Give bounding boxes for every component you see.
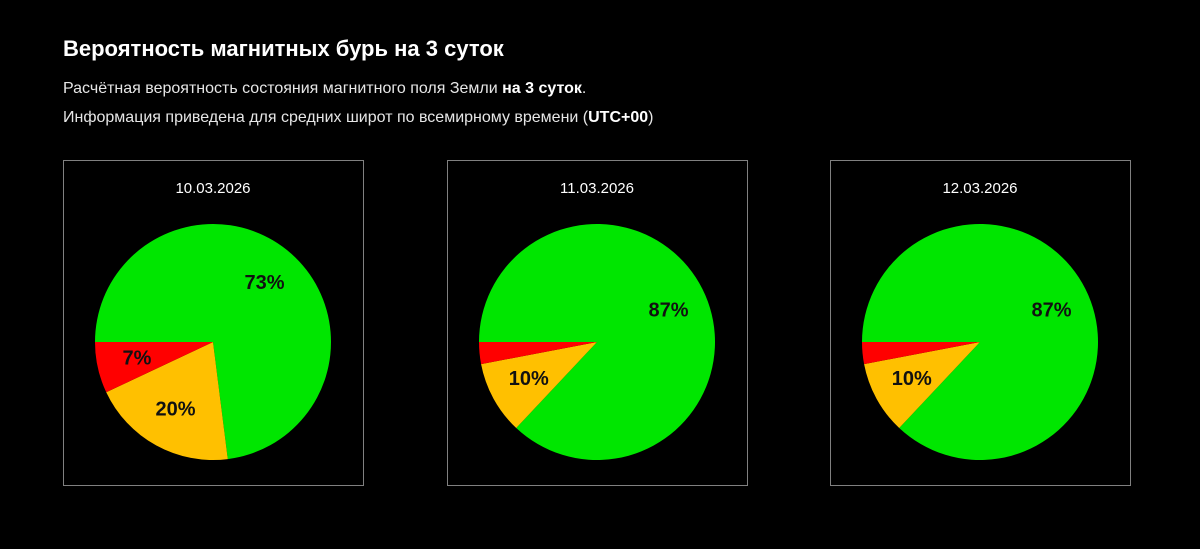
pie-slice [479,342,597,365]
pie-slice [479,223,716,461]
chart-frame [447,160,748,486]
text: Расчётная вероятность состояния магнитно… [63,80,503,97]
page-title: Вероятность магнитных бурь на 3 суток [63,36,504,61]
description: Информация приведена для средних широт п… [63,109,653,127]
pie-slice [95,224,331,460]
pie-slice [864,342,980,429]
text: Информация приведена для средних широт п… [63,109,589,126]
data-label: 10% [892,368,932,390]
data-label: 10% [509,368,549,390]
pie-slice [861,342,980,365]
data-label: 87% [648,299,688,321]
chart-title: 10.03.2026 [175,180,250,197]
text-bold: UTC+00 [588,109,649,126]
pie-slice [481,342,597,429]
description: Расчётная вероятность состояния магнитно… [63,80,586,98]
pie-slice [95,342,213,393]
chart-title: 12.03.2026 [942,180,1017,197]
data-label: 20% [155,399,195,421]
chart-frame [63,160,364,486]
text: . [581,80,587,97]
chart-title: 11.03.2026 [560,180,634,197]
text-bold: на 3 суток [502,80,582,97]
text: ) [648,109,654,126]
pie-slice [106,342,228,461]
data-label: 73% [244,272,284,294]
data-label: 7% [123,347,152,369]
chart-frame [830,160,1131,486]
data-label: 87% [1031,299,1071,321]
